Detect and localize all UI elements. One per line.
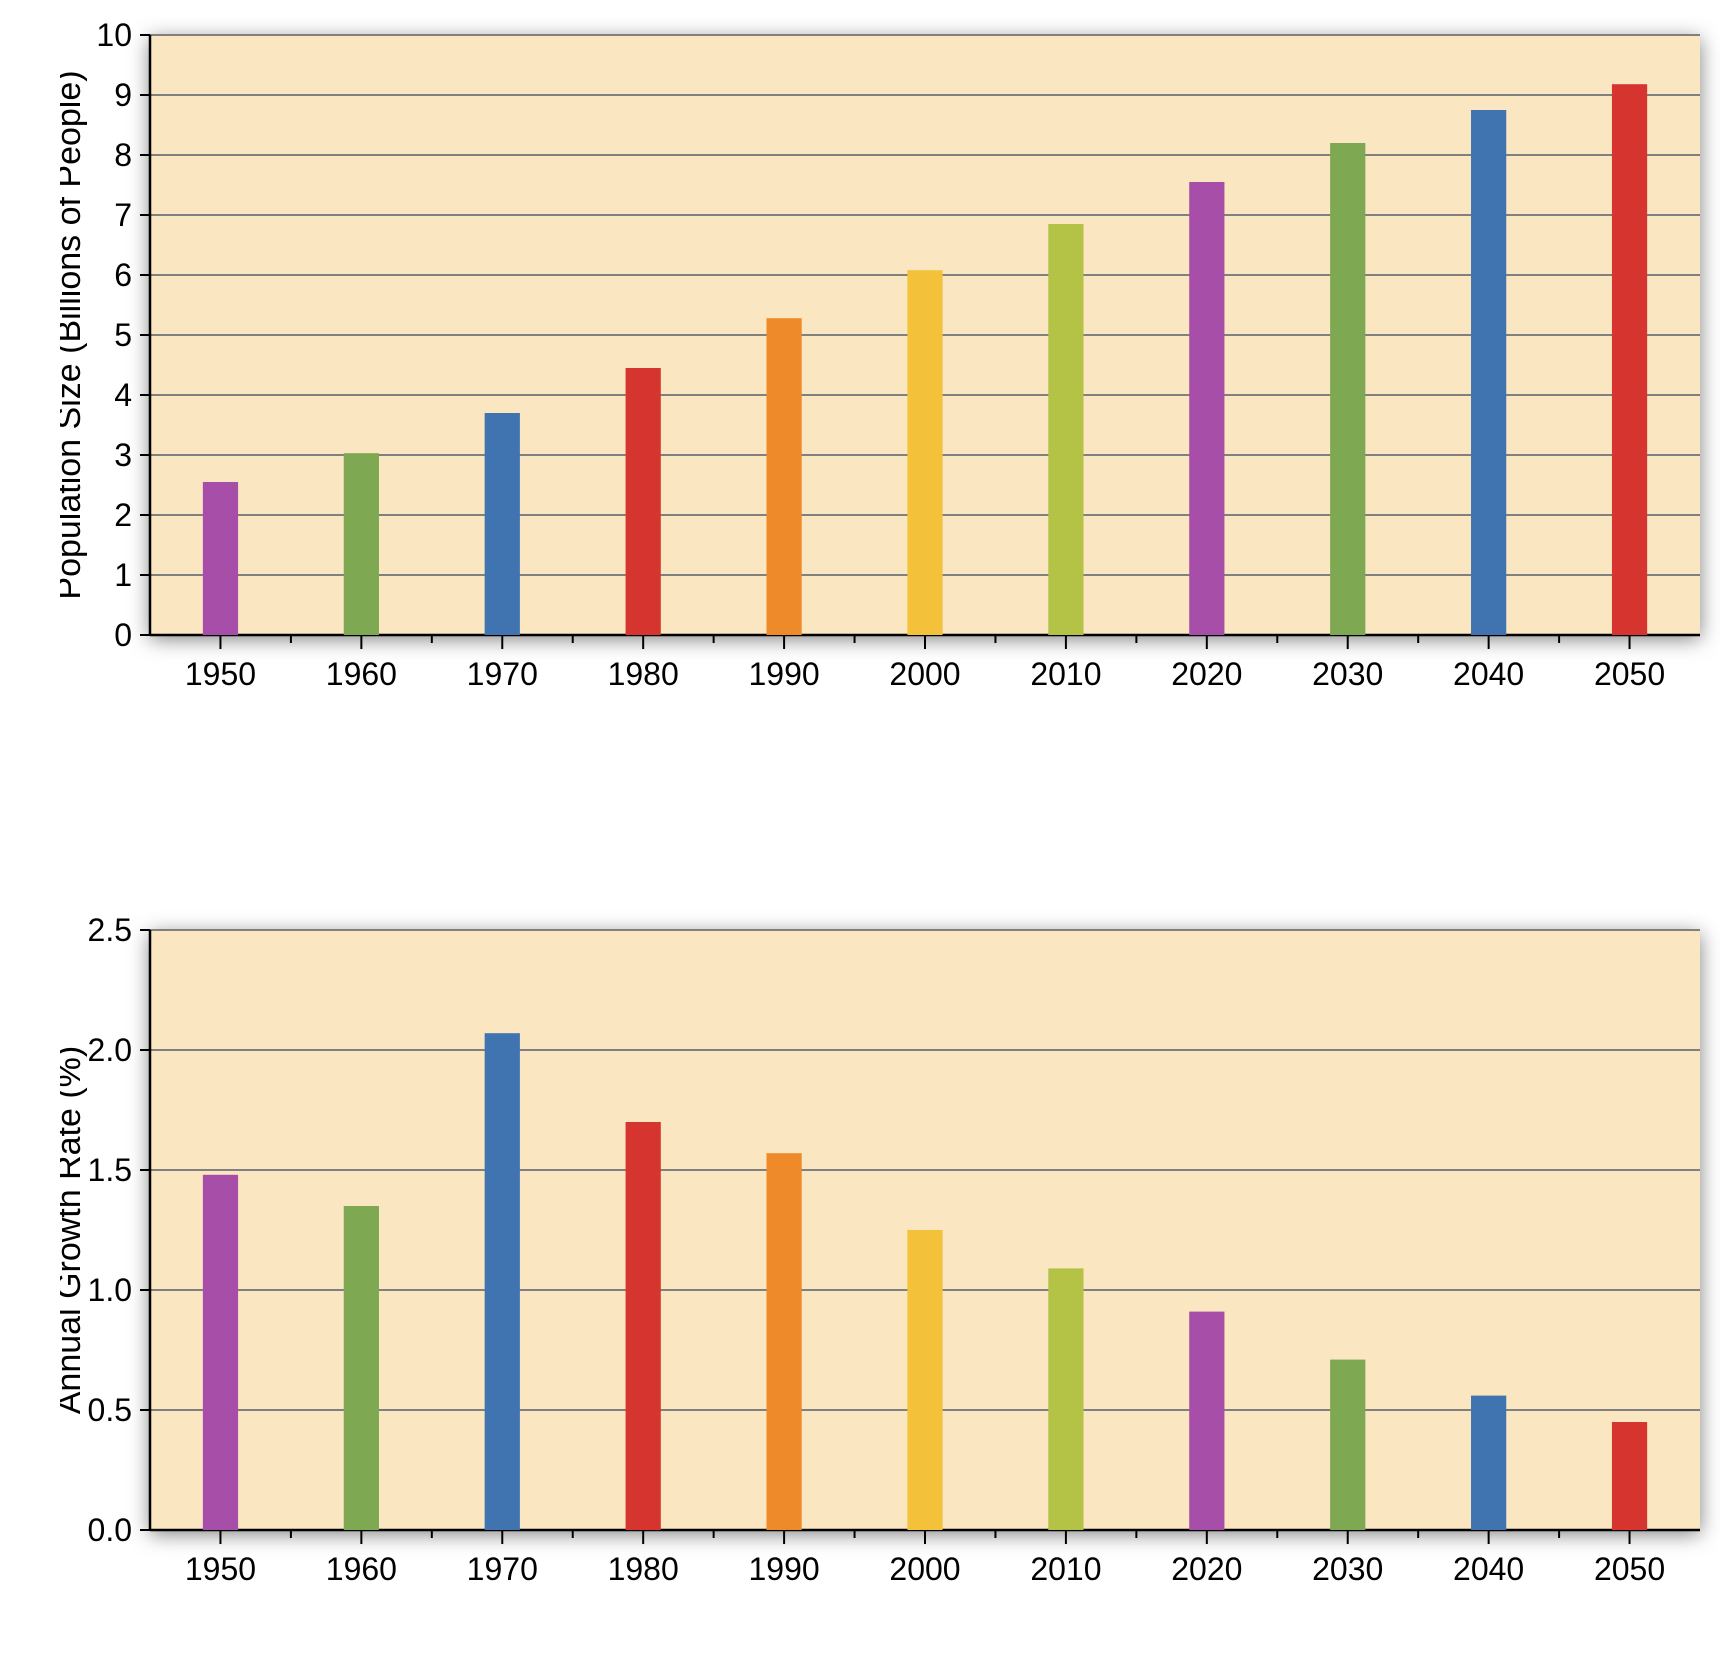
y-tick-label: 1.0 [88, 1272, 132, 1308]
bar [1189, 182, 1224, 635]
x-tick-label: 1990 [748, 1551, 819, 1587]
y-tick-label: 2 [114, 497, 132, 533]
bar [1471, 1396, 1506, 1530]
y-tick-label: 2.5 [88, 912, 132, 948]
bar [626, 368, 661, 635]
bar [1612, 84, 1647, 635]
x-tick-label: 1970 [467, 656, 538, 692]
bar [1330, 1360, 1365, 1530]
y-tick-label: 0.0 [88, 1512, 132, 1548]
x-tick-label: 2040 [1453, 1551, 1524, 1587]
bar [485, 413, 520, 635]
y-axis-title: Population Size (Billions of People) [60, 70, 88, 599]
x-tick-label: 1950 [185, 656, 256, 692]
y-tick-label: 10 [96, 17, 132, 53]
bar [1612, 1422, 1647, 1530]
bar [626, 1122, 661, 1530]
x-tick-label: 2050 [1594, 1551, 1665, 1587]
y-tick-label: 0.5 [88, 1392, 132, 1428]
y-tick-label: 0 [114, 617, 132, 653]
x-tick-label: 2000 [889, 656, 960, 692]
bar [203, 482, 238, 635]
bar [766, 318, 801, 635]
bar [907, 1230, 942, 1530]
bar [1471, 110, 1506, 635]
x-tick-label: 2030 [1312, 656, 1383, 692]
y-tick-label: 5 [114, 317, 132, 353]
x-tick-label: 2000 [889, 1551, 960, 1587]
x-tick-label: 2020 [1171, 656, 1242, 692]
bar [766, 1153, 801, 1530]
bar [1048, 1268, 1083, 1530]
x-tick-label: 1950 [185, 1551, 256, 1587]
x-tick-label: 2030 [1312, 1551, 1383, 1587]
x-tick-label: 2040 [1453, 656, 1524, 692]
bottom-chart: 0.0 0.5 1.0 1.5 2.0 2.5 1950 1960 1970 1980 1990 20… [60, 900, 1720, 1600]
y-tick-label: 7 [114, 197, 132, 233]
y-tick-label: 8 [114, 137, 132, 173]
x-tick-label: 2010 [1030, 1551, 1101, 1587]
y-tick-label: 3 [114, 437, 132, 473]
bar [1189, 1312, 1224, 1530]
x-tick-label: 1960 [326, 656, 397, 692]
y-tick-label: 4 [114, 377, 132, 413]
bar [1330, 143, 1365, 635]
x-tick-label: 1990 [748, 656, 819, 692]
top-chart: 0 1 2 3 4 5 6 7 8 9 10 1950 1960 1970 1980 1990 2000 2010… [60, 5, 1720, 705]
x-tick-label: 1960 [326, 1551, 397, 1587]
x-tick-label: 1980 [608, 1551, 679, 1587]
y-tick-label: 1 [114, 557, 132, 593]
bar [203, 1175, 238, 1530]
bar [907, 270, 942, 635]
bar [344, 453, 379, 635]
bar [344, 1206, 379, 1530]
x-tick-label: 2050 [1594, 656, 1665, 692]
bar [1048, 224, 1083, 635]
x-tick-label: 2010 [1030, 656, 1101, 692]
y-axis-title: Annual Growth Rate (%) [60, 1046, 88, 1415]
y-tick-label: 9 [114, 77, 132, 113]
y-tick-label: 2.0 [88, 1032, 132, 1068]
y-tick-label: 1.5 [88, 1152, 132, 1188]
x-tick-label: 1970 [467, 1551, 538, 1587]
bar [485, 1033, 520, 1530]
x-tick-label: 2020 [1171, 1551, 1242, 1587]
y-tick-label: 6 [114, 257, 132, 293]
x-tick-label: 1980 [608, 656, 679, 692]
